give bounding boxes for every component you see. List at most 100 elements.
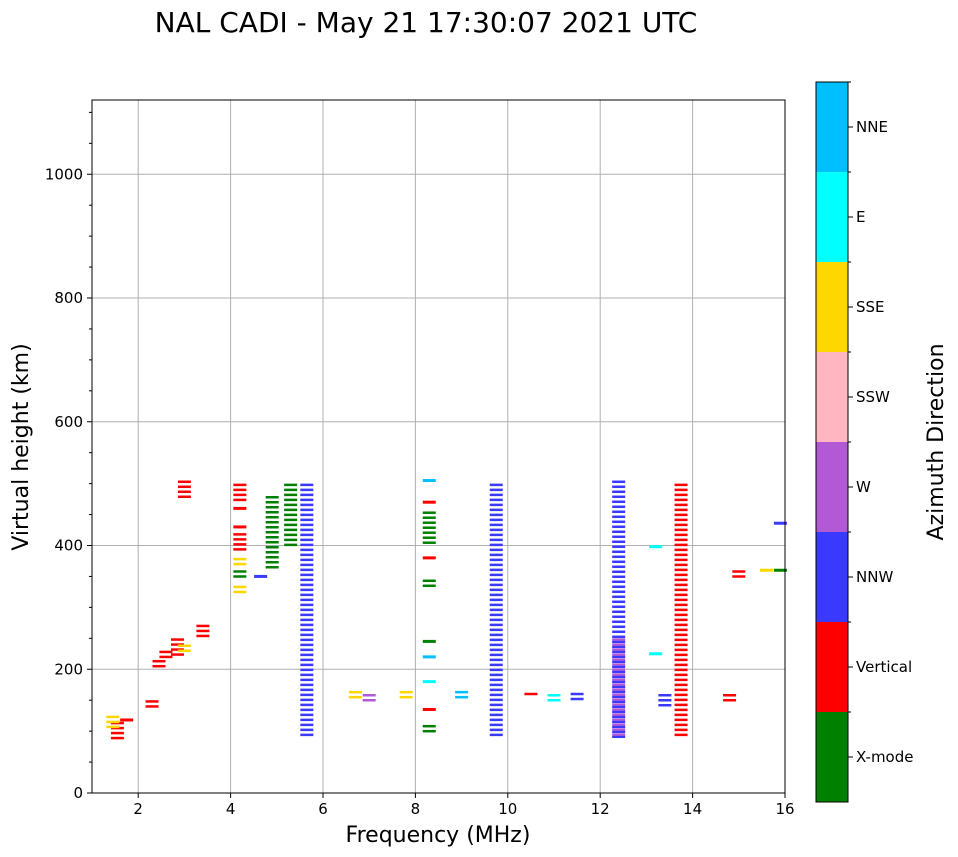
echo-mark	[106, 725, 120, 729]
colorbar-segment	[816, 622, 848, 712]
echo-mark	[300, 518, 314, 522]
echo-trace	[649, 652, 663, 656]
echo-mark	[674, 693, 688, 697]
echo-mark	[300, 523, 314, 527]
colorbar-segment	[816, 532, 848, 622]
y-tick-label: 800	[54, 289, 83, 307]
echo-mark	[265, 566, 279, 569]
echo-mark	[284, 498, 298, 502]
echo-trace	[399, 690, 413, 699]
echo-mark	[612, 643, 626, 646]
y-tick-label: 400	[54, 537, 83, 555]
echo-mark	[422, 511, 436, 514]
echo-mark	[732, 570, 746, 573]
x-tick-label: 12	[591, 800, 610, 818]
echo-mark	[265, 541, 279, 544]
echo-mark	[489, 648, 503, 652]
echo-mark	[674, 533, 688, 537]
echo-mark	[489, 538, 503, 542]
echo-mark	[399, 695, 413, 699]
echo-trace	[422, 724, 436, 733]
echo-mark	[489, 578, 503, 582]
colorbar-label-item: SSW	[856, 388, 890, 406]
echo-mark	[674, 523, 688, 527]
colorbar-label-item: NNW	[856, 568, 893, 586]
echo-mark	[233, 570, 247, 573]
echo-trace	[422, 655, 436, 659]
echo-mark	[674, 708, 688, 712]
x-tick-label: 14	[683, 800, 702, 818]
echo-trace	[362, 694, 376, 702]
echo-mark	[489, 733, 503, 737]
echo-mark	[489, 558, 503, 562]
echo-mark	[658, 699, 672, 702]
echo-trace	[723, 694, 737, 702]
echo-mark	[612, 648, 626, 651]
echo-mark	[547, 694, 561, 697]
echo-mark	[284, 503, 298, 507]
echo-trace	[455, 690, 469, 699]
echo-mark	[674, 713, 688, 717]
echo-mark	[196, 624, 210, 628]
echo-mark	[159, 650, 173, 654]
echo-mark	[422, 500, 436, 504]
echo-mark	[265, 511, 279, 514]
echo-mark	[233, 483, 247, 487]
echo-mark	[233, 538, 247, 541]
echo-mark	[612, 680, 626, 684]
echo-trace	[284, 483, 298, 547]
echo-mark	[348, 695, 362, 699]
echo-mark	[612, 695, 626, 699]
echo-mark	[612, 540, 626, 544]
x-tick-label: 6	[318, 800, 328, 818]
echo-trace	[254, 574, 268, 578]
echo-mark	[612, 708, 626, 711]
echo-mark	[422, 579, 436, 583]
echo-mark	[265, 521, 279, 524]
x-tick-label: 2	[133, 800, 143, 818]
echo-trace	[422, 707, 436, 711]
echo-mark	[300, 648, 314, 652]
colorbar-label-item: NNE	[856, 118, 888, 136]
echo-mark	[145, 700, 159, 703]
echo-mark	[612, 575, 626, 579]
echo-mark	[612, 668, 626, 671]
echo-mark	[674, 578, 688, 582]
echo-mark	[489, 613, 503, 617]
echo-mark	[612, 710, 626, 714]
echo-mark	[570, 692, 584, 696]
echo-mark	[300, 493, 314, 497]
echo-mark	[233, 533, 247, 536]
echo-mark	[612, 723, 626, 726]
echo-trace	[233, 570, 247, 578]
echo-trace	[177, 644, 191, 652]
echo-mark	[674, 528, 688, 532]
echo-mark	[489, 623, 503, 627]
echo-mark	[674, 728, 688, 732]
echo-mark	[612, 705, 626, 709]
echo-mark	[674, 543, 688, 547]
echo-trace	[177, 480, 191, 499]
x-tick-label: 16	[775, 800, 794, 818]
echo-mark	[489, 703, 503, 707]
echo-mark	[674, 628, 688, 632]
echo-mark	[300, 508, 314, 512]
echo-mark	[674, 623, 688, 627]
echo-mark	[612, 670, 626, 674]
echo-mark	[674, 548, 688, 552]
echo-trace	[422, 556, 436, 560]
echo-mark	[674, 603, 688, 607]
echo-mark	[170, 643, 184, 646]
echo-mark	[145, 705, 159, 708]
echo-mark	[612, 665, 626, 669]
echo-mark	[489, 548, 503, 552]
echo-mark	[170, 638, 184, 641]
echo-trace	[422, 680, 436, 684]
echo-mark	[159, 655, 173, 659]
echo-mark	[233, 525, 247, 529]
echo-trace	[159, 650, 173, 659]
plot-area	[92, 100, 785, 793]
echo-trace	[422, 639, 436, 643]
echo-mark	[233, 543, 247, 546]
echo-mark	[612, 720, 626, 724]
